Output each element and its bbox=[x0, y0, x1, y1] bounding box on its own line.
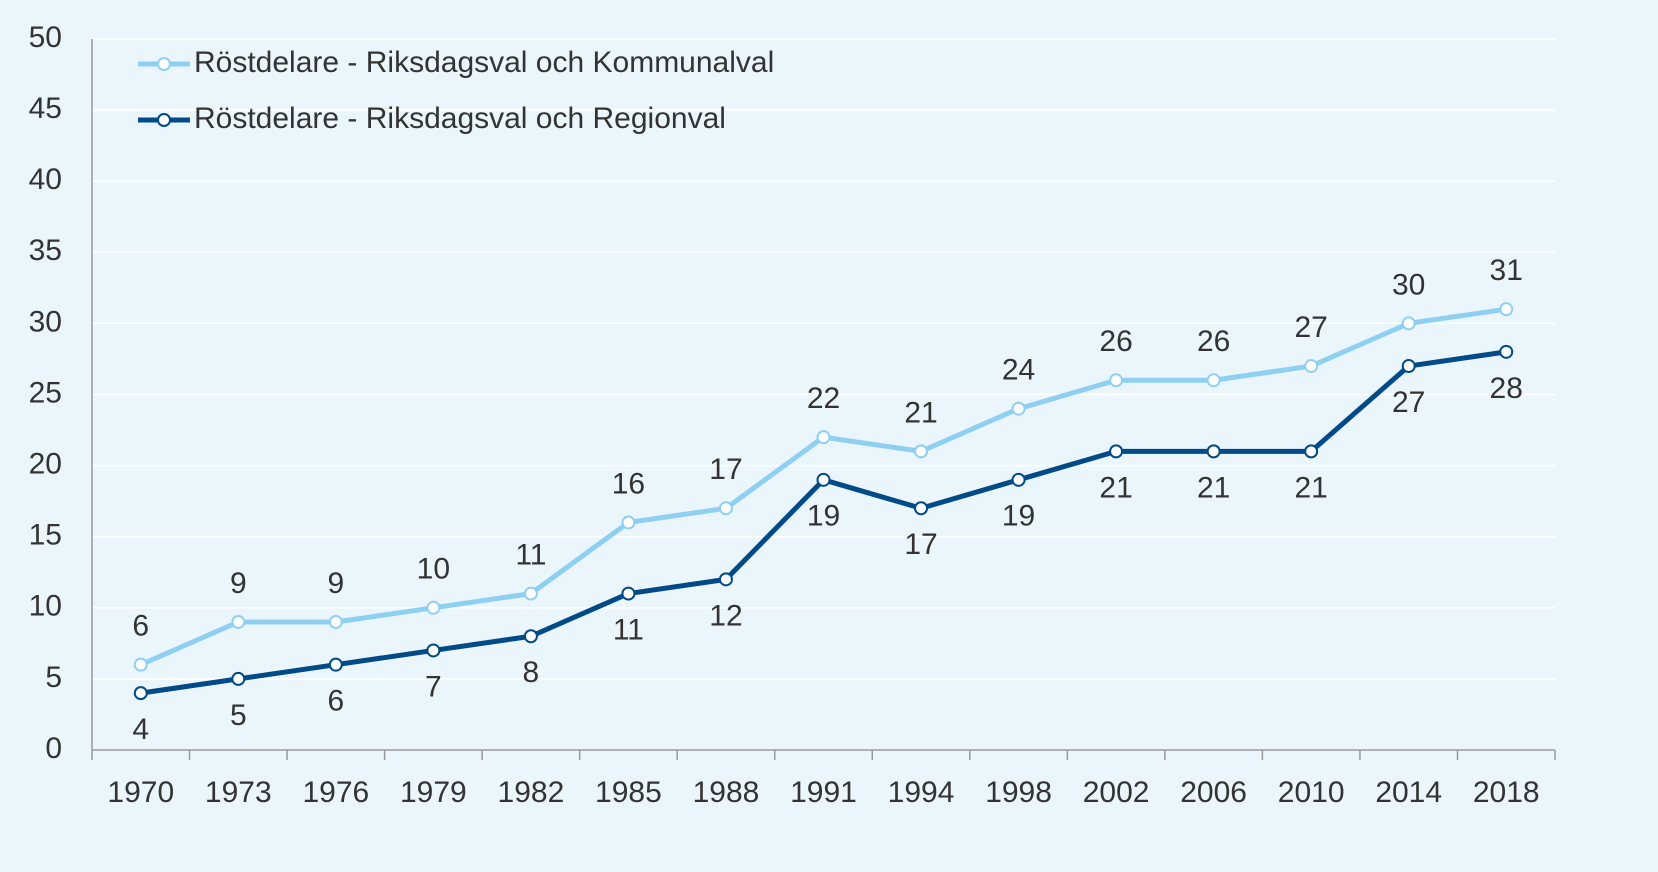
data-label: 21 bbox=[1197, 471, 1230, 504]
point bbox=[621, 515, 636, 530]
y-tick-label: 20 bbox=[29, 448, 62, 481]
y-tick-label: 10 bbox=[29, 590, 62, 623]
legend-label: Röstdelare - Riksdagsval och Regionval bbox=[194, 102, 726, 135]
data-label: 11 bbox=[613, 614, 644, 647]
point bbox=[1304, 359, 1319, 374]
legend-marker bbox=[157, 113, 171, 127]
point bbox=[1206, 373, 1221, 388]
x-tick-label: 1994 bbox=[888, 776, 955, 809]
data-label: 10 bbox=[417, 553, 450, 586]
data-label: 12 bbox=[709, 599, 742, 632]
point bbox=[523, 586, 538, 601]
data-label: 21 bbox=[1294, 471, 1327, 504]
data-label: 21 bbox=[904, 396, 937, 429]
x-tick-label: 2006 bbox=[1180, 776, 1247, 809]
data-label: 26 bbox=[1197, 325, 1230, 358]
data-label: 30 bbox=[1392, 268, 1425, 301]
data-label: 19 bbox=[807, 500, 840, 533]
point bbox=[1401, 316, 1416, 331]
point bbox=[1304, 444, 1319, 459]
point bbox=[523, 629, 538, 644]
data-label: 31 bbox=[1490, 254, 1523, 287]
point bbox=[718, 501, 733, 516]
point bbox=[1401, 359, 1416, 374]
y-tick-label: 5 bbox=[45, 661, 62, 694]
point bbox=[1109, 373, 1124, 388]
x-tick-label: 1982 bbox=[498, 776, 565, 809]
point bbox=[231, 615, 246, 630]
x-tick-label: 2010 bbox=[1278, 776, 1345, 809]
point bbox=[914, 501, 929, 516]
x-tick-label: 1970 bbox=[107, 776, 174, 809]
x-tick-label: 1985 bbox=[595, 776, 662, 809]
x-tick-label: 1998 bbox=[985, 776, 1052, 809]
point bbox=[1109, 444, 1124, 459]
data-label: 19 bbox=[1002, 500, 1035, 533]
x-tick-label: 2014 bbox=[1375, 776, 1442, 809]
data-label: 5 bbox=[230, 699, 247, 732]
data-label: 9 bbox=[327, 567, 344, 600]
y-tick-label: 0 bbox=[45, 732, 62, 765]
x-tick-label: 1976 bbox=[302, 776, 369, 809]
data-label: 16 bbox=[612, 467, 645, 500]
point bbox=[621, 586, 636, 601]
legend-marker bbox=[157, 57, 171, 71]
data-label: 17 bbox=[904, 528, 937, 561]
data-label: 28 bbox=[1490, 372, 1523, 405]
point bbox=[816, 430, 831, 445]
y-tick-label: 50 bbox=[29, 21, 62, 54]
data-label: 17 bbox=[709, 453, 742, 486]
legend-label: Röstdelare - Riksdagsval och Kommunalval bbox=[194, 46, 774, 79]
data-label: 8 bbox=[523, 656, 540, 689]
x-tick-label: 1991 bbox=[790, 776, 857, 809]
x-tick-label: 1988 bbox=[693, 776, 760, 809]
y-tick-label: 45 bbox=[29, 92, 62, 125]
point bbox=[328, 615, 343, 630]
point bbox=[816, 472, 831, 487]
y-tick-label: 35 bbox=[29, 234, 62, 267]
data-label: 6 bbox=[327, 685, 344, 718]
point bbox=[133, 686, 148, 701]
point bbox=[1499, 302, 1514, 317]
y-tick-label: 30 bbox=[29, 305, 62, 338]
point bbox=[1499, 344, 1514, 359]
point bbox=[426, 600, 441, 615]
x-tick-label: 1979 bbox=[400, 776, 467, 809]
data-label: 27 bbox=[1392, 386, 1425, 419]
data-label: 21 bbox=[1099, 471, 1132, 504]
data-label: 26 bbox=[1099, 325, 1132, 358]
point bbox=[426, 643, 441, 658]
x-tick-label: 2018 bbox=[1473, 776, 1540, 809]
point bbox=[1011, 472, 1026, 487]
y-tick-label: 40 bbox=[29, 163, 62, 196]
point bbox=[1206, 444, 1221, 459]
point bbox=[231, 671, 246, 686]
data-label: 9 bbox=[230, 567, 247, 600]
data-label: 6 bbox=[132, 610, 149, 643]
data-label: 24 bbox=[1002, 354, 1035, 387]
data-label: 27 bbox=[1294, 311, 1327, 344]
y-tick-label: 25 bbox=[29, 376, 62, 409]
point bbox=[914, 444, 929, 459]
point bbox=[718, 572, 733, 587]
data-label: 11 bbox=[515, 539, 546, 572]
x-tick-label: 1973 bbox=[205, 776, 272, 809]
point bbox=[133, 657, 148, 672]
data-label: 4 bbox=[132, 713, 149, 746]
data-label: 22 bbox=[807, 382, 840, 415]
point bbox=[328, 657, 343, 672]
point bbox=[1011, 401, 1026, 416]
x-tick-label: 2002 bbox=[1083, 776, 1150, 809]
y-tick-label: 15 bbox=[29, 519, 62, 552]
data-label: 7 bbox=[425, 670, 442, 703]
